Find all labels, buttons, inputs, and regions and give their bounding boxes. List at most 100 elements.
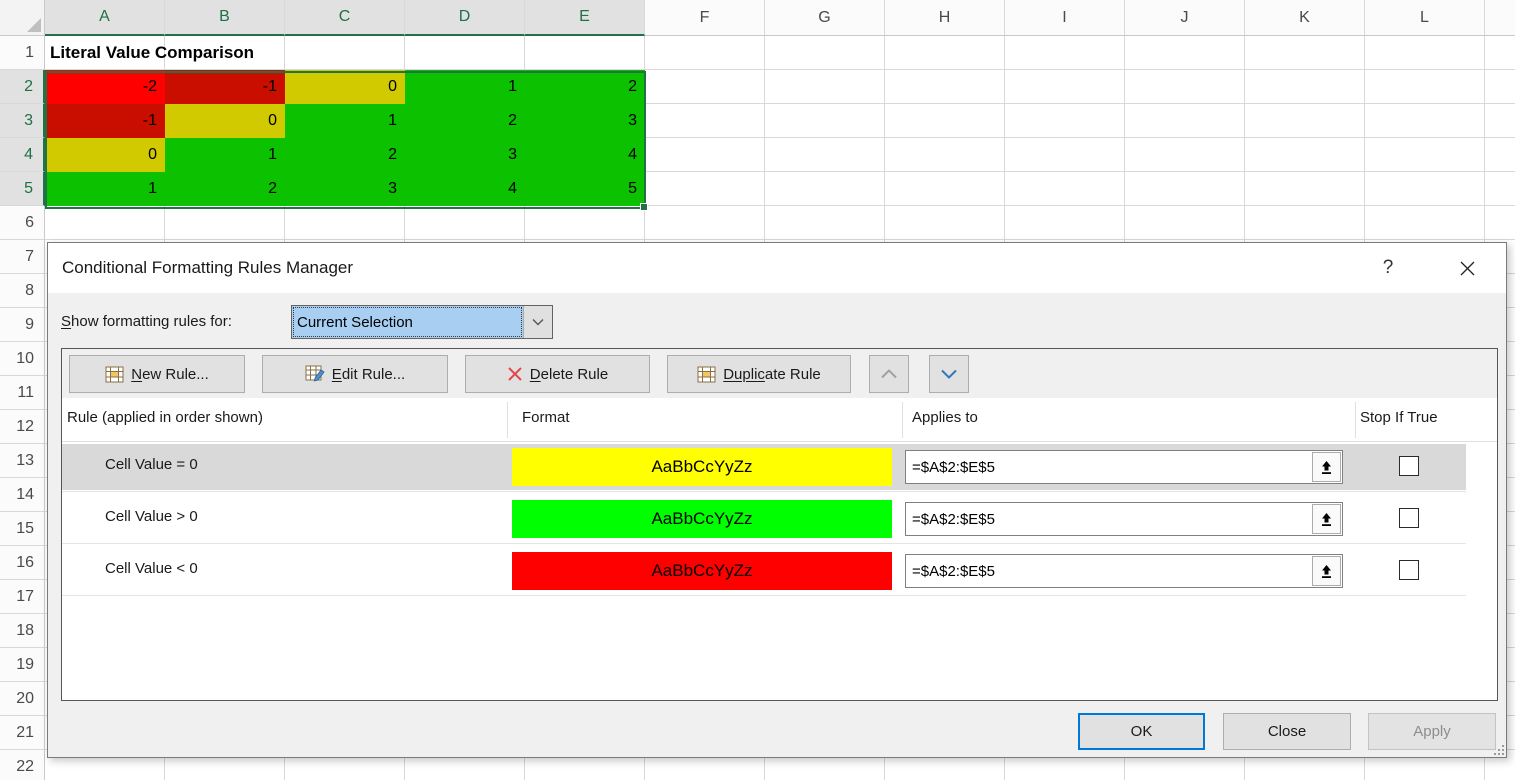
grid-cell[interactable] [45, 206, 165, 240]
grid-cell[interactable]: -1 [165, 70, 285, 104]
grid-cell[interactable] [1125, 36, 1245, 70]
grid-cell[interactable] [1005, 138, 1125, 172]
grid-cell[interactable] [1365, 70, 1485, 104]
grid-cell[interactable] [1245, 36, 1365, 70]
grid-cell[interactable] [1125, 70, 1245, 104]
column-header-F[interactable]: F [645, 0, 765, 36]
row-header-21[interactable]: 21 [0, 716, 45, 750]
row-header-18[interactable]: 18 [0, 614, 45, 648]
grid-cell[interactable] [1485, 172, 1515, 206]
grid-cell[interactable] [1005, 104, 1125, 138]
grid-cell[interactable]: 0 [45, 138, 165, 172]
row-header-8[interactable]: 8 [0, 274, 45, 308]
grid-cell[interactable] [1365, 36, 1485, 70]
edit-rule-button[interactable]: Edit Rule... [262, 355, 448, 393]
grid-cell[interactable] [1005, 172, 1125, 206]
grid-cell[interactable]: 5 [525, 172, 645, 206]
select-all-corner[interactable] [0, 0, 45, 36]
column-header-L[interactable]: L [1365, 0, 1485, 36]
rule-row-cell-value-eq-0[interactable]: Cell Value = 0 AaBbCcYyZz =$A$2:$E$5 [62, 444, 1466, 490]
grid-cell[interactable] [645, 70, 765, 104]
column-header-B[interactable]: B [165, 0, 285, 36]
grid-cell[interactable]: 2 [405, 104, 525, 138]
ok-button[interactable]: OK [1078, 713, 1205, 750]
grid-cell[interactable]: -1 [45, 104, 165, 138]
stop-if-true-checkbox[interactable] [1399, 560, 1419, 580]
row-header-5[interactable]: 5 [0, 172, 45, 206]
grid-cell[interactable] [1125, 138, 1245, 172]
fill-handle[interactable] [640, 203, 648, 211]
grid-cell[interactable] [1485, 36, 1515, 70]
new-rule-button[interactable]: New Rule... [69, 355, 245, 393]
delete-rule-button[interactable]: Delete Rule [465, 355, 650, 393]
column-header-J[interactable]: J [1125, 0, 1245, 36]
grid-cell[interactable] [885, 104, 1005, 138]
grid-cell[interactable]: 1 [285, 104, 405, 138]
grid-cell[interactable] [1005, 36, 1125, 70]
help-icon[interactable]: ? [1382, 257, 1394, 278]
rule-row-cell-value-lt-0[interactable]: Cell Value < 0 AaBbCcYyZz =$A$2:$E$5 [62, 548, 1466, 594]
row-header-16[interactable]: 16 [0, 546, 45, 580]
grid-cell[interactable] [1245, 206, 1365, 240]
grid-cell[interactable] [765, 36, 885, 70]
grid-cell[interactable]: 4 [525, 138, 645, 172]
collapse-dialog-icon[interactable] [1312, 452, 1341, 482]
grid-cell[interactable]: 3 [405, 138, 525, 172]
grid-cell[interactable]: 1 [165, 138, 285, 172]
row-header-13[interactable]: 13 [0, 444, 45, 478]
column-header-G[interactable]: G [765, 0, 885, 36]
applies-to-field[interactable]: =$A$2:$E$5 [905, 450, 1343, 484]
grid-cell[interactable] [285, 36, 405, 70]
move-rule-down-button[interactable] [929, 355, 969, 393]
grid-cell[interactable] [1005, 70, 1125, 104]
row-header-17[interactable]: 17 [0, 580, 45, 614]
column-header-sliver[interactable] [1485, 0, 1515, 36]
grid-cell[interactable] [1485, 206, 1515, 240]
grid-cell[interactable] [645, 36, 765, 70]
grid-cell[interactable]: 0 [165, 104, 285, 138]
column-header-E[interactable]: E [525, 0, 645, 36]
applies-to-field[interactable]: =$A$2:$E$5 [905, 554, 1343, 588]
rule-row-cell-value-gt-0[interactable]: Cell Value > 0 AaBbCcYyZz =$A$2:$E$5 [62, 496, 1466, 542]
grid-cell[interactable] [765, 172, 885, 206]
grid-cell[interactable] [885, 36, 1005, 70]
column-header-C[interactable]: C [285, 0, 405, 36]
column-header-D[interactable]: D [405, 0, 525, 36]
grid-cell[interactable] [285, 206, 405, 240]
row-header-9[interactable]: 9 [0, 308, 45, 342]
grid-cell[interactable] [165, 36, 285, 70]
grid-cell[interactable] [1245, 138, 1365, 172]
grid-cell[interactable]: 2 [165, 172, 285, 206]
close-icon[interactable] [1450, 252, 1484, 284]
row-header-15[interactable]: 15 [0, 512, 45, 546]
column-header-I[interactable]: I [1005, 0, 1125, 36]
grid-cell[interactable] [765, 138, 885, 172]
row-header-1[interactable]: 1 [0, 36, 45, 70]
grid-cell[interactable] [1485, 70, 1515, 104]
grid-cell[interactable] [1365, 104, 1485, 138]
chevron-down-icon[interactable] [523, 306, 552, 338]
column-header-H[interactable]: H [885, 0, 1005, 36]
grid-cell[interactable] [1485, 104, 1515, 138]
grid-cell[interactable]: 3 [525, 104, 645, 138]
grid-cell[interactable] [645, 172, 765, 206]
dialog-titlebar[interactable]: Conditional Formatting Rules Manager ? [48, 243, 1506, 293]
collapse-dialog-icon[interactable] [1312, 556, 1341, 586]
grid-cell[interactable] [1485, 138, 1515, 172]
grid-cell[interactable] [1125, 104, 1245, 138]
grid-cell[interactable] [645, 104, 765, 138]
grid-cell[interactable] [165, 206, 285, 240]
grid-cell[interactable] [1365, 206, 1485, 240]
applies-to-field[interactable]: =$A$2:$E$5 [905, 502, 1343, 536]
column-header-A[interactable]: A [45, 0, 165, 36]
resize-grip-icon[interactable] [1492, 743, 1504, 755]
grid-cell[interactable]: 4 [405, 172, 525, 206]
show-rules-dropdown[interactable]: Current Selection [291, 305, 553, 339]
grid-cell[interactable] [1005, 206, 1125, 240]
move-rule-up-button[interactable] [869, 355, 909, 393]
grid-cell[interactable] [1245, 70, 1365, 104]
grid-cell[interactable] [525, 36, 645, 70]
row-header-4[interactable]: 4 [0, 138, 45, 172]
collapse-dialog-icon[interactable] [1312, 504, 1341, 534]
grid-cell[interactable] [1125, 206, 1245, 240]
